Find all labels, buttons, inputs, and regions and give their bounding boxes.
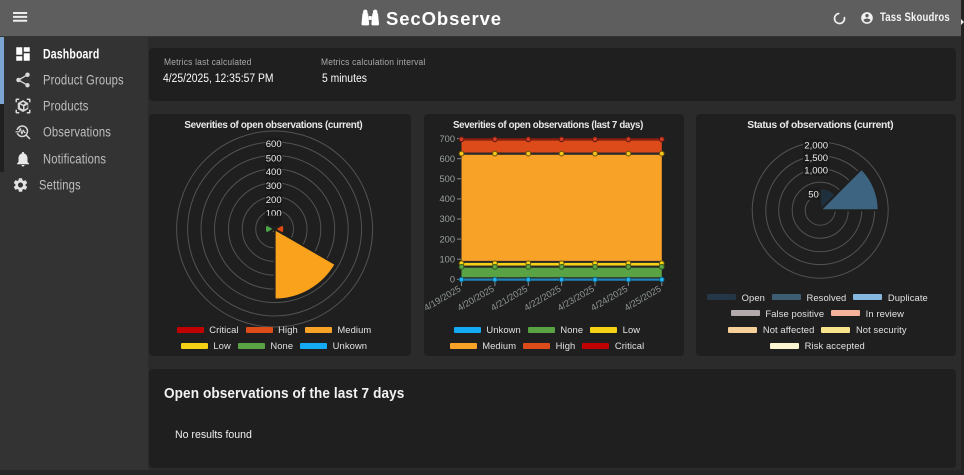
svg-text:200: 200 [266, 195, 282, 206]
svg-text:1,000: 1,000 [804, 165, 828, 176]
svg-text:400: 400 [266, 167, 282, 178]
svg-text:0: 0 [450, 275, 455, 285]
svg-text:300: 300 [439, 214, 455, 224]
svg-text:2,000: 2,000 [804, 141, 828, 152]
svg-text:700: 700 [439, 134, 455, 144]
svg-text:4/25/2025: 4/25/2025 [623, 284, 663, 313]
svg-text:4/20/2025: 4/20/2025 [456, 284, 496, 313]
svg-text:4/19/2025: 4/19/2025 [424, 284, 463, 313]
svg-text:600: 600 [439, 154, 455, 164]
svg-text:100: 100 [266, 209, 282, 220]
svg-text:4/21/2025: 4/21/2025 [489, 284, 529, 313]
svg-text:400: 400 [439, 194, 455, 204]
svg-text:600: 600 [266, 139, 282, 150]
svg-text:500: 500 [808, 189, 824, 200]
svg-text:4/24/2025: 4/24/2025 [589, 284, 629, 313]
svg-text:300: 300 [266, 181, 282, 192]
svg-text:500: 500 [439, 174, 455, 184]
svg-text:4/23/2025: 4/23/2025 [556, 284, 596, 313]
svg-text:4/22/2025: 4/22/2025 [522, 284, 562, 313]
svg-text:200: 200 [439, 234, 455, 244]
svg-text:1,500: 1,500 [804, 153, 828, 164]
svg-text:100: 100 [439, 254, 455, 264]
svg-text:500: 500 [266, 154, 282, 165]
